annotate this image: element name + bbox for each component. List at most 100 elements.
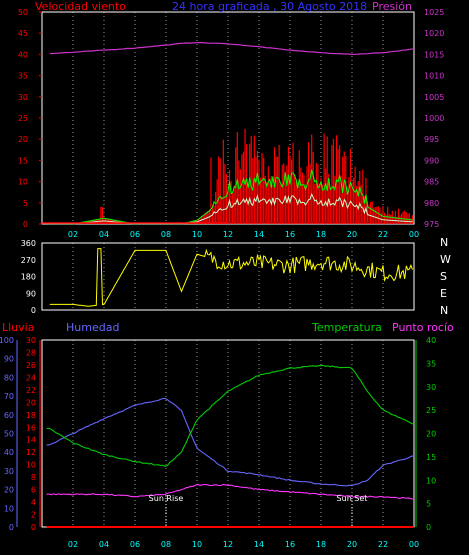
direction-line (49, 248, 413, 307)
pressure-tick-label: 1020 (424, 29, 444, 38)
pressure-tick-label: 1000 (424, 114, 444, 123)
x-tick-label: 16 (285, 230, 295, 239)
rain-tick-label: 26 (26, 361, 36, 370)
x-tick-label: 20 (347, 540, 357, 549)
rain-tick-label: 28 (26, 348, 36, 357)
wind-tick-label: 35 (18, 72, 28, 81)
x-tick-label: 00 (409, 540, 419, 549)
temperature-tick-label: 40 (426, 336, 436, 345)
rain-tick-label: 4 (31, 498, 36, 507)
wind-tick-label: 5 (23, 199, 28, 208)
x-tick-label: 08 (161, 540, 171, 549)
x-tick-label: 20 (347, 230, 357, 239)
dewpoint-line (46, 483, 415, 500)
temperature-tick-label: 15 (426, 453, 436, 462)
pressure-line (49, 41, 415, 56)
pressure-tick-label: 985 (424, 178, 439, 187)
humidity-label: Humedad (66, 321, 120, 334)
rain-tick-label: 14 (26, 436, 36, 445)
wind-tick-label: 45 (18, 29, 28, 38)
avg-wind-line (49, 192, 413, 225)
rain-tick-label: 24 (26, 373, 36, 382)
humidity-tick-label: 20 (4, 486, 14, 495)
x-tick-label: 14 (254, 230, 264, 239)
humidity-tick-label: 10 (4, 504, 14, 513)
rain-tick-label: 2 (31, 511, 36, 520)
humidity-line (46, 397, 415, 487)
wind-speed-label: Velocidad viento (35, 0, 126, 13)
pressure-tick-label: 1015 (424, 50, 444, 59)
rain-tick-label: 20 (26, 398, 36, 407)
compass-label: N (440, 236, 448, 249)
humidity-tick-label: 80 (4, 373, 14, 382)
x-tick-label: 08 (161, 230, 171, 239)
rain-tick-label: 12 (26, 448, 36, 457)
dewpoint-label: Punto rocío (392, 321, 454, 334)
rain-tick-label: 0 (31, 523, 36, 532)
humidity-tick-label: 90 (4, 355, 14, 364)
temperature-tick-label: 25 (426, 406, 436, 415)
wind-tick-label: 25 (18, 114, 28, 123)
x-tick-label: 04 (99, 230, 109, 239)
x-tick-label: 18 (316, 230, 326, 239)
rain-tick-label: 30 (26, 336, 36, 345)
compass-label: E (440, 287, 447, 300)
x-tick-label: 10 (192, 230, 202, 239)
humidity-tick-label: 0 (9, 523, 14, 532)
x-tick-label: 18 (316, 540, 326, 549)
compass-label: S (440, 270, 447, 283)
x-tick-label: 14 (254, 540, 264, 549)
pressure-tick-label: 975 (424, 220, 439, 229)
direction-tick-label: 90 (26, 289, 36, 298)
direction-tick-label: 0 (31, 306, 36, 315)
direction-panel-frame (41, 242, 415, 311)
humidity-tick-label: 100 (0, 336, 14, 345)
wind-tick-label: 30 (18, 93, 28, 102)
x-tick-label: 10 (192, 540, 202, 549)
x-tick-label: 12 (223, 540, 233, 549)
compass-label: N (440, 304, 448, 317)
pressure-tick-label: 1005 (424, 93, 444, 102)
wind-tick-label: 50 (18, 8, 28, 17)
wind-tick-label: 10 (18, 178, 28, 187)
wind-tick-label: 15 (18, 156, 28, 165)
gust-line (49, 169, 413, 225)
rain-tick-label: 8 (31, 473, 36, 482)
direction-tick-label: 270 (21, 256, 36, 265)
x-tick-label: 02 (68, 230, 78, 239)
pressure-tick-label: 1010 (424, 72, 444, 81)
x-tick-label: 22 (378, 230, 388, 239)
pressure-label: Presión (372, 0, 412, 13)
temperature-tick-label: 35 (426, 359, 436, 368)
x-tick-label: 16 (285, 540, 295, 549)
temperature-tick-label: 30 (426, 383, 436, 392)
wind-tick-label: 40 (18, 50, 28, 59)
temperature-tick-label: 10 (426, 476, 436, 485)
compass-label: W (440, 253, 451, 266)
direction-tick-label: 360 (21, 239, 36, 248)
humidity-tick-label: 60 (4, 411, 14, 420)
humidity-tick-label: 40 (4, 448, 14, 457)
chart-title: 24 hora graficada , 30 Agosto 2018 (172, 0, 368, 13)
x-tick-label: 06 (130, 540, 140, 549)
rain-tick-label: 10 (26, 461, 36, 470)
pressure-tick-label: 1025 (424, 8, 444, 17)
sunrise-label: Sun Rise (149, 494, 184, 503)
direction-tick-label: 180 (21, 273, 36, 282)
x-tick-label: 12 (223, 230, 233, 239)
wind-tick-label: 20 (18, 135, 28, 144)
pressure-tick-label: 990 (424, 156, 439, 165)
humidity-tick-label: 50 (4, 430, 14, 439)
rain-tick-label: 22 (26, 386, 36, 395)
rain-label: Lluvia (2, 321, 35, 334)
pressure-tick-label: 995 (424, 135, 439, 144)
sunset-label: Sun Set (337, 494, 368, 503)
rain-tick-label: 6 (31, 486, 36, 495)
rain-tick-label: 18 (26, 411, 36, 420)
wind-tick-label: 0 (23, 220, 28, 229)
rain-tick-label: 16 (26, 423, 36, 432)
humidity-tick-label: 70 (4, 392, 14, 401)
x-tick-label: 04 (99, 540, 109, 549)
